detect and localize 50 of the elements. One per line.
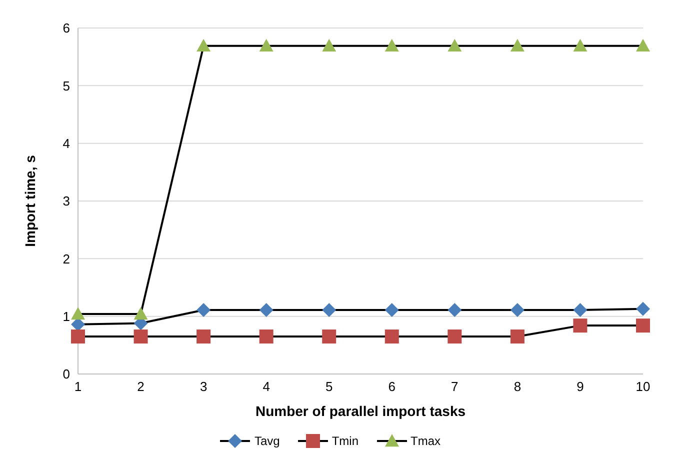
point [196,38,211,52]
point [259,38,274,52]
point [384,302,399,317]
point [259,330,274,344]
point [196,330,211,344]
point [196,302,211,317]
point [71,330,85,344]
point [636,302,650,316]
point [134,307,148,320]
point [71,307,85,320]
point [510,38,524,52]
x-tick-label: 8 [514,379,522,394]
point [384,38,399,52]
y-tick-label: 2 [62,251,70,266]
x-tick-label: 5 [325,379,333,394]
y-tick-label: 4 [62,136,70,151]
x-tick-label: 9 [576,379,584,394]
point [636,38,650,52]
y-axis-title: Import time, s [22,154,38,247]
x-tick-label: 4 [262,379,270,394]
x-tick-label: 3 [200,379,208,394]
x-tick-label: 2 [137,379,144,394]
point [322,38,336,52]
point [573,318,588,333]
x-axis-title: Number of parallel import tasks [255,403,466,419]
point [134,330,148,344]
point [573,38,588,52]
y-tick-label: 5 [62,78,70,94]
y-tick-label: 1 [62,308,70,324]
legend-label: Tmin [330,434,359,448]
y-tick-label: 3 [62,194,70,209]
point [573,302,588,317]
point [322,302,336,317]
x-tick-label: 1 [74,379,82,394]
point [636,318,650,333]
y-tick-label: 6 [62,20,70,36]
x-tick-label: 10 [636,379,650,394]
point [322,330,336,344]
x-tick-label: 7 [451,379,458,394]
point [448,38,462,52]
legend-label: Tavg [253,434,280,448]
point [510,330,524,344]
point [384,330,399,344]
x-tick-label: 6 [388,379,396,394]
y-tick-label: 0 [62,366,70,382]
legend-label: Tmax [410,434,441,448]
point [510,302,524,317]
point [259,302,274,317]
point [448,302,462,317]
point [448,330,462,344]
